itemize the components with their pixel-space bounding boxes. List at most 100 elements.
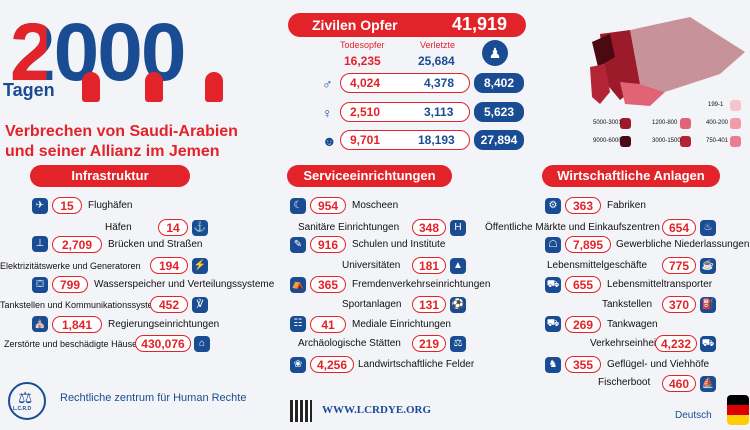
map-region-south	[620, 82, 665, 106]
tagen-label: Tagen	[3, 80, 55, 100]
chicken-icon: ♞	[545, 357, 561, 373]
item-label: Öffentliche Märkte und Einkaufszentren	[485, 222, 660, 233]
item-label: Moscheen	[352, 200, 399, 211]
item-value: 355	[565, 356, 601, 373]
item-value: 41	[310, 316, 346, 333]
scales-icon: ⚖	[18, 390, 33, 407]
item-value: 14	[158, 219, 188, 236]
item-label: Zerstörte und beschädigte Häuser	[4, 339, 141, 349]
family-icon: ♟	[482, 40, 508, 66]
item-value: 452	[150, 296, 188, 313]
airplane-icon: ✈	[32, 198, 48, 214]
victims-total: 41,919	[452, 14, 508, 34]
victims-row-bar	[340, 102, 470, 122]
man-icon: ♂	[322, 76, 333, 92]
anchor-icon: ⚓	[192, 220, 208, 236]
bomb-icon	[145, 72, 163, 102]
item-value: 194	[150, 257, 188, 274]
item-label: Tankstellen und Kommunikationssysteme	[0, 300, 166, 310]
factory-icon: ⚙	[545, 198, 561, 214]
org-logo	[8, 382, 46, 420]
website-url[interactable]: WWW.LCRDYE.ORG	[322, 404, 431, 416]
legend-label: 1200-800	[652, 120, 678, 126]
tourism-icon: ⛺	[290, 277, 306, 293]
shop-icon: ☖	[545, 237, 561, 253]
victims-title-bar	[288, 13, 526, 37]
language-label: Deutsch	[675, 410, 712, 421]
item-label: Archäologische Stätten	[298, 338, 401, 349]
legend-swatch	[680, 118, 691, 129]
row-injured: 18,193	[418, 133, 455, 147]
legend-label: 750-401	[706, 138, 729, 144]
tanker-icon: ⛟	[545, 316, 561, 332]
item-label: Tankwagen	[607, 319, 658, 330]
item-label: Universitäten	[342, 260, 401, 271]
legend-swatch	[680, 136, 691, 147]
row-sum: 5,623	[474, 102, 524, 122]
logo-text: L.C.R.D	[13, 406, 32, 412]
item-value: 430,076	[135, 335, 191, 352]
item-value: 655	[565, 276, 601, 293]
victims-row-bar	[340, 130, 470, 150]
wheat-icon: ❀	[290, 357, 306, 373]
legend-label: 3000-1500	[652, 138, 681, 144]
row-sum: 27,894	[474, 130, 524, 150]
legend-label: 400-200	[706, 120, 729, 126]
headline-number-overlay: 2000	[10, 7, 193, 98]
item-label: Regierungseinrichtungen	[108, 319, 220, 330]
item-label: Lebensmittelgeschäfte	[547, 260, 648, 271]
item-value: 365	[310, 276, 346, 293]
legend-swatch	[730, 118, 741, 129]
item-value: 4,256	[310, 356, 354, 373]
item-value: 219	[412, 335, 446, 352]
hospital-icon: H	[450, 220, 466, 236]
item-value: 15	[52, 197, 82, 214]
item-label: Landwirtschaftliche Felder	[358, 359, 475, 370]
legend-label: 9000-6000	[593, 138, 622, 144]
map-region-west	[590, 64, 610, 104]
item-value: 1,841	[52, 316, 102, 333]
boat-icon: ⛵	[700, 376, 716, 392]
grocery-icon: ☕	[700, 258, 716, 274]
item-label: Schulen und Institute	[352, 239, 446, 250]
injured-total: 25,684	[418, 54, 455, 68]
row-sum: 8,402	[474, 73, 524, 93]
item-label: Elektrizitätswerke und Generatoren	[0, 261, 141, 271]
map-region-east	[630, 17, 745, 92]
item-label: Sportanlagen	[342, 299, 402, 310]
legend-swatch	[620, 118, 631, 129]
item-label: Flughäfen	[88, 200, 133, 211]
child-icon: ☻	[322, 133, 337, 149]
item-label: Häfen	[105, 222, 132, 233]
item-label: Geflügel- und Viehhöfe	[607, 359, 710, 370]
victims-row-bar	[340, 73, 470, 93]
legend-swatch	[730, 136, 741, 147]
bridge-icon: ⊥	[32, 236, 48, 252]
item-value: 370	[662, 296, 696, 313]
yemen-map	[590, 17, 745, 106]
germany-flag	[727, 395, 749, 425]
item-value: 269	[565, 316, 601, 333]
item-label: Fremdenverkehrseinrichtungen	[352, 279, 491, 290]
sports-icon: ⚽	[450, 297, 466, 313]
legend-label: 199-1	[708, 102, 724, 108]
map-region-north	[592, 34, 615, 67]
headline-line1: Verbrechen von Saudi-Arabien	[5, 123, 238, 140]
house-icon: ⌂	[194, 336, 210, 352]
antenna-icon: ℣	[192, 297, 208, 313]
item-value: 348	[412, 219, 446, 236]
victims-title: Zivilen Opfer	[312, 17, 398, 33]
victims-col-injured: Verletzte	[420, 40, 456, 50]
section-service-header: Serviceeinrichtungen	[287, 165, 452, 187]
row-dead: 9,701	[350, 133, 381, 147]
item-label: Wasserspeicher und Verteilungssysteme	[94, 279, 275, 290]
item-label: Brücken und Straßen	[108, 239, 203, 250]
item-label: Gewerbliche Niederlassungen	[616, 239, 750, 250]
legend-swatch	[730, 100, 741, 111]
item-value: 460	[662, 375, 696, 392]
section-economic-header: Wirtschaftliche Anlagen	[542, 165, 720, 187]
item-label: Mediale Einrichtungen	[352, 319, 451, 330]
delivery-truck-icon: ⛟	[545, 277, 561, 293]
item-value: 775	[662, 257, 696, 274]
row-injured: 4,378	[424, 76, 455, 90]
